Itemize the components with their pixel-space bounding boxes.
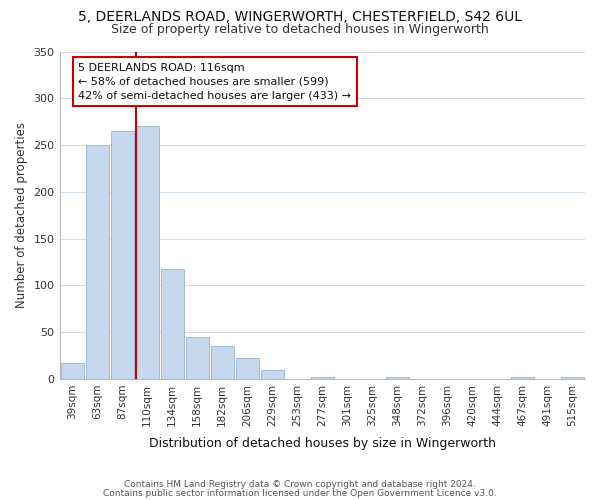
Y-axis label: Number of detached properties: Number of detached properties [15, 122, 28, 308]
Bar [311, 377, 334, 379]
X-axis label: Distribution of detached houses by size in Wingerworth: Distribution of detached houses by size … [149, 437, 496, 450]
Bar [561, 377, 584, 379]
Bar [161, 270, 184, 379]
Text: 5, DEERLANDS ROAD, WINGERWORTH, CHESTERFIELD, S42 6UL: 5, DEERLANDS ROAD, WINGERWORTH, CHESTERF… [78, 10, 522, 24]
Bar [511, 377, 534, 379]
Bar [86, 145, 109, 379]
Bar [185, 337, 209, 379]
Bar [211, 346, 233, 379]
Bar [61, 363, 83, 379]
Text: 5 DEERLANDS ROAD: 116sqm
← 58% of detached houses are smaller (599)
42% of semi-: 5 DEERLANDS ROAD: 116sqm ← 58% of detach… [79, 62, 352, 100]
Text: Contains HM Land Registry data © Crown copyright and database right 2024.: Contains HM Land Registry data © Crown c… [124, 480, 476, 489]
Bar [110, 131, 134, 379]
Text: Contains public sector information licensed under the Open Government Licence v3: Contains public sector information licen… [103, 488, 497, 498]
Bar [136, 126, 158, 379]
Bar [261, 370, 284, 379]
Bar [236, 358, 259, 379]
Text: Size of property relative to detached houses in Wingerworth: Size of property relative to detached ho… [111, 22, 489, 36]
Bar [386, 377, 409, 379]
